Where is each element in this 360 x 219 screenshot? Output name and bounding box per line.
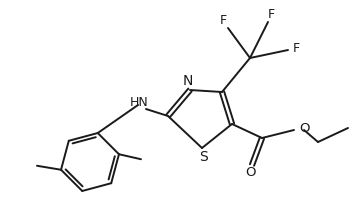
Text: N: N bbox=[183, 74, 193, 88]
Text: F: F bbox=[267, 7, 275, 21]
Text: S: S bbox=[200, 150, 208, 164]
Text: F: F bbox=[220, 14, 226, 28]
Text: HN: HN bbox=[130, 97, 148, 110]
Text: O: O bbox=[245, 166, 255, 180]
Text: O: O bbox=[299, 122, 310, 134]
Text: F: F bbox=[292, 41, 300, 55]
